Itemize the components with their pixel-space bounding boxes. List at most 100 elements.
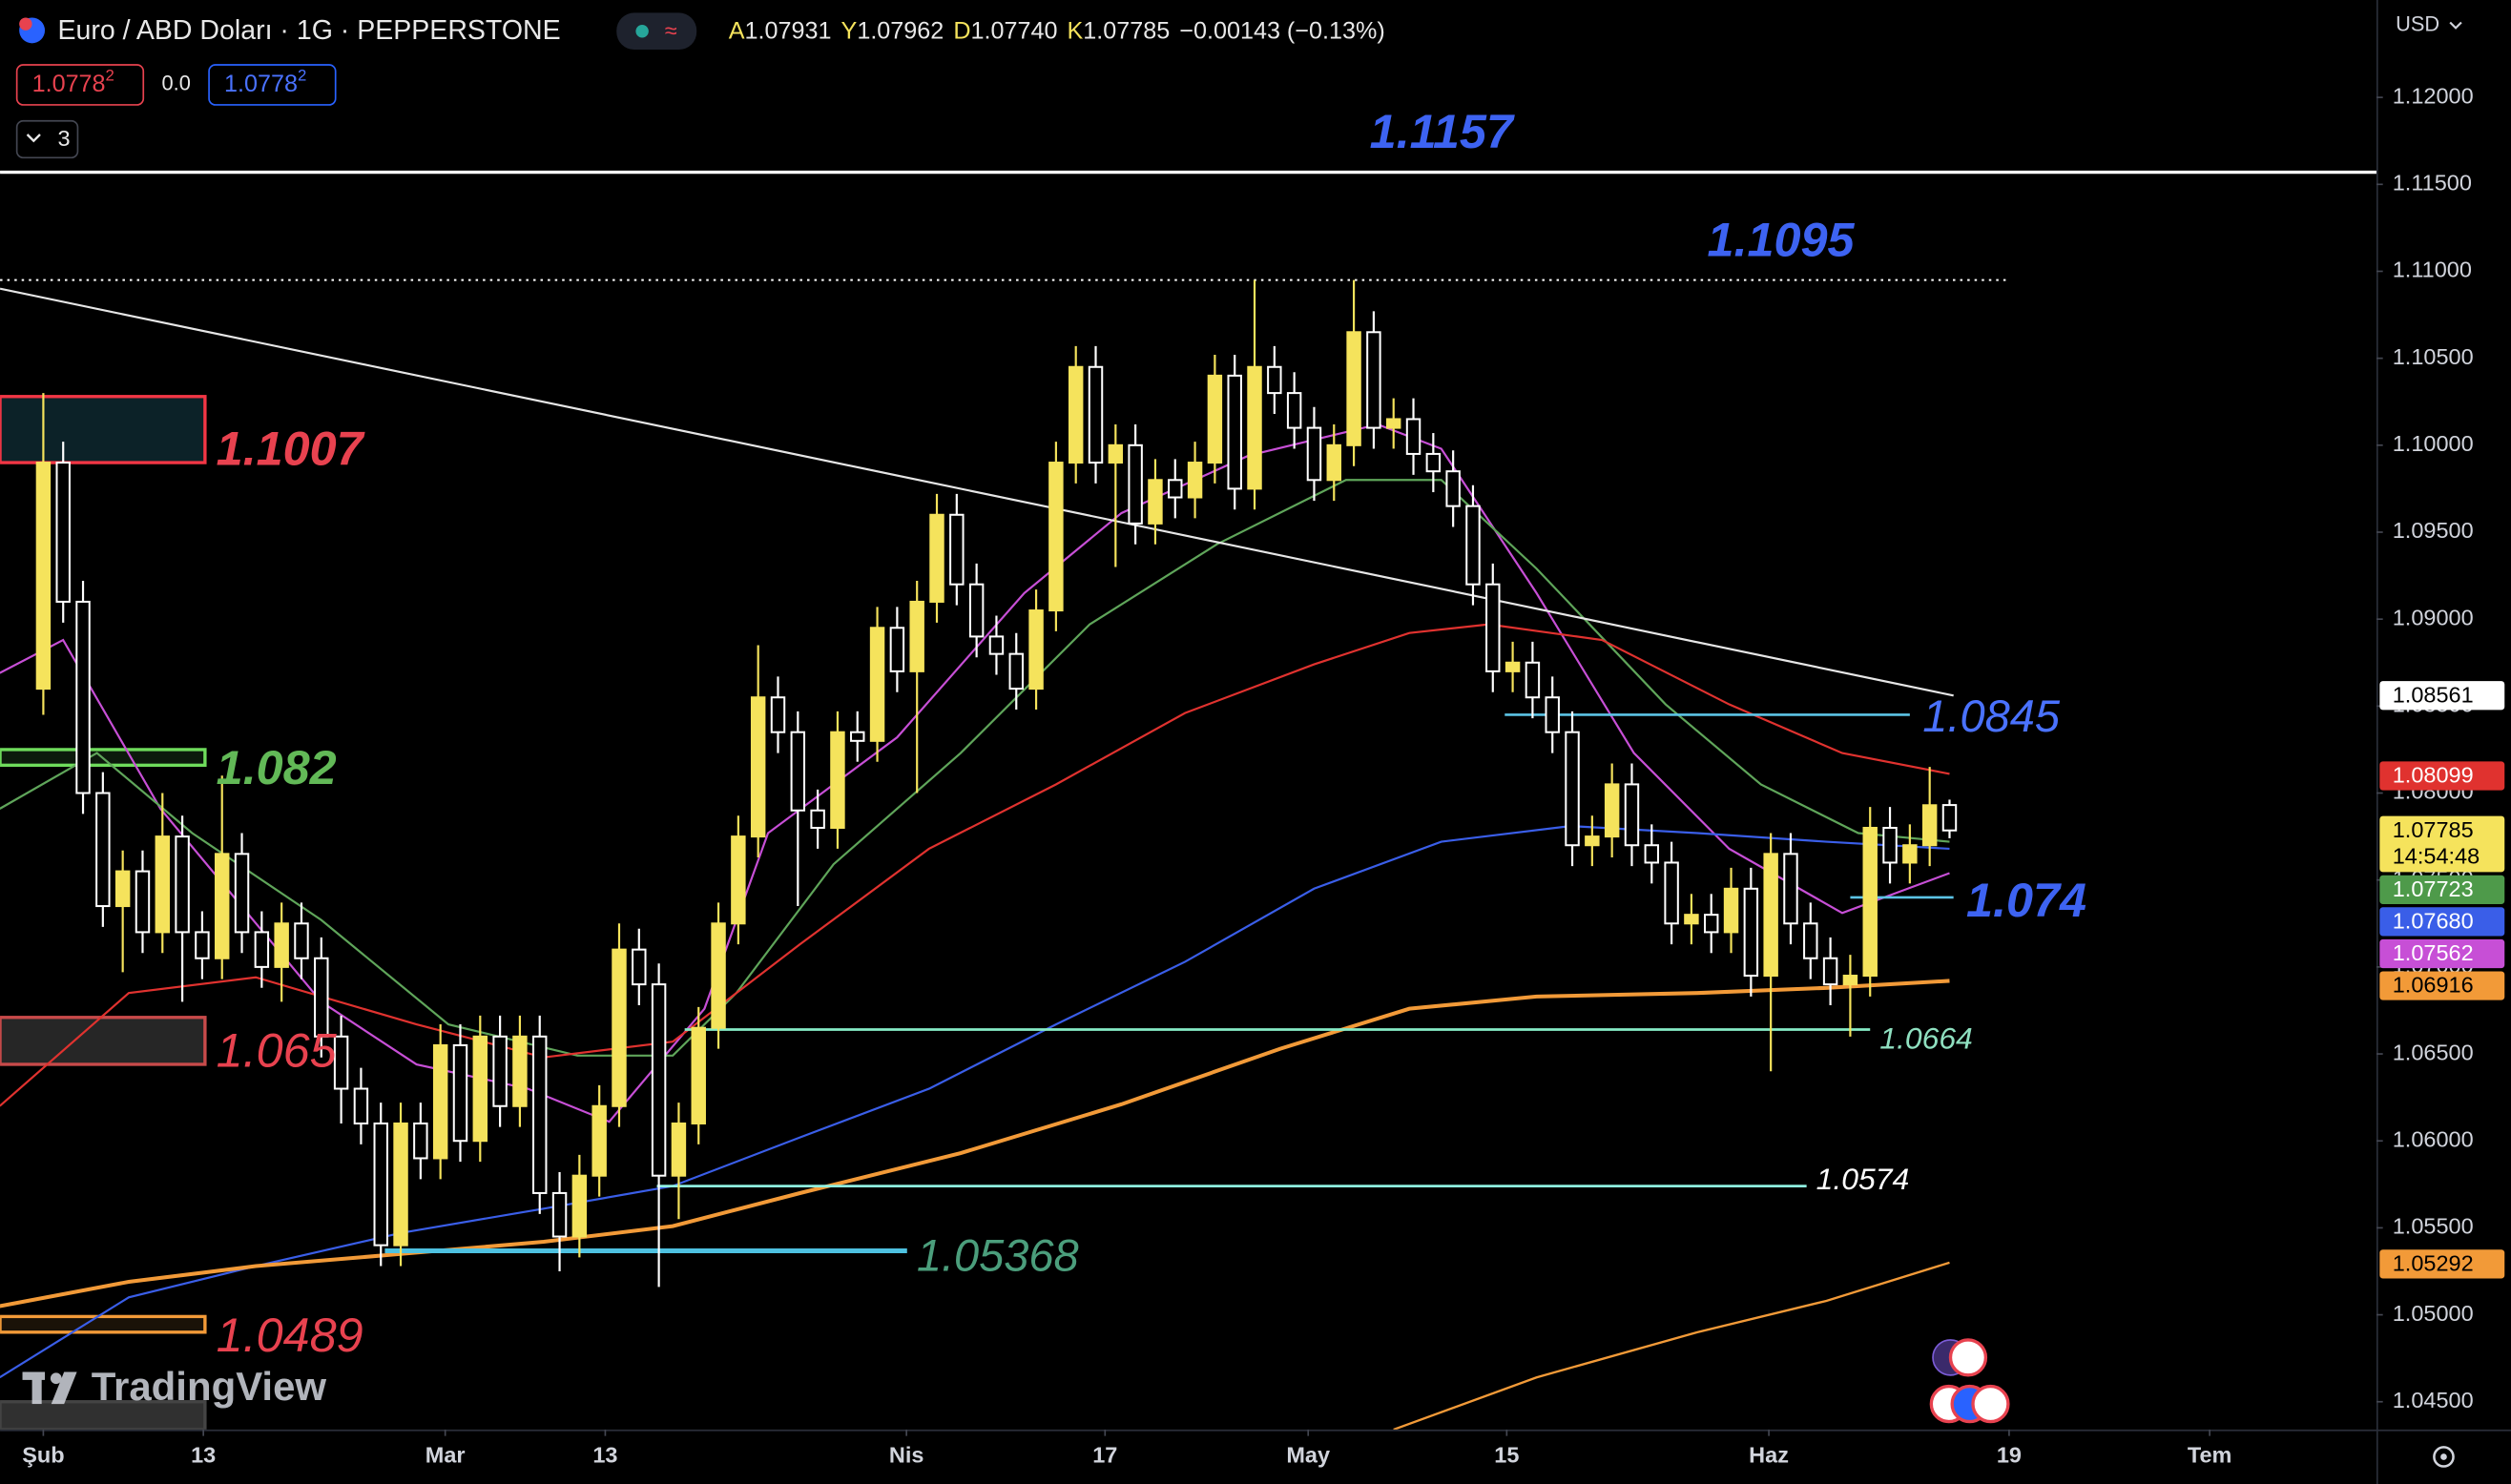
ohlc-key: A [729,17,745,44]
ohlc-value: 1.07785 [1083,17,1170,44]
level-label: 1.065 [217,1022,338,1077]
price-tag [2379,815,2505,873]
candle-body [988,635,1005,655]
zone [0,395,207,464]
price-tag-label: 1.05292 [2393,1250,2474,1275]
candle-body [1525,661,1541,699]
price-tag [2379,1249,2505,1279]
indicators-toggle[interactable] [15,119,79,159]
candle-body [1148,479,1163,525]
x-tick-label: 17 [1092,1443,1117,1468]
level-label: 1.1095 [1708,212,1856,266]
candle-body [671,1122,687,1177]
y-tick-label: 1.10000 [2393,431,2474,456]
candle-body [1385,418,1401,429]
moving-average [0,479,1950,1057]
candle-body [432,1043,448,1160]
candle-body [1168,479,1183,499]
candle-body [949,513,965,586]
status-pill[interactable] [616,12,697,51]
candle-body [612,948,627,1107]
ohlc-key: K [1068,17,1084,44]
price-tag-label: 1.07562 [2393,940,2474,965]
plot-area: 1.1157 1.1095 1.1007 1.082 1.065 1.0489 1.0845… [0,104,2376,1430]
candle-body [1425,452,1442,473]
candle-body [1227,374,1242,490]
y-tick-label: 1.09500 [2393,518,2474,543]
price-tag [2379,907,2505,937]
candle-body [790,731,806,812]
symbol-flag [19,17,32,31]
settings-button[interactable] [2433,1446,2455,1468]
sell-price-main: 1.0778 [32,71,106,97]
ohlc-key: Y [841,17,858,44]
moving-average [1393,1261,1950,1430]
candle-body [333,1035,349,1090]
candle-body [731,835,746,925]
level-label: 1.05368 [917,1229,1079,1280]
candle-body [651,983,667,1177]
candle-body [1644,844,1660,864]
candle-body [1822,957,1838,986]
sell-button[interactable] [15,64,145,106]
candle-body [750,696,766,838]
candle-body [1902,844,1918,864]
level-label: 1.074 [1966,873,2086,927]
sell-price-sup: 2 [106,67,114,85]
buy-price-sup: 2 [298,67,306,85]
candle-body [889,627,905,672]
symbol-title[interactable]: Euro / ABD Doları · 1G · PEPPERSTONE [57,15,560,46]
currency[interactable]: USD [2396,12,2439,36]
candle-body [1664,861,1679,925]
x-tick-label: 19 [1997,1443,2022,1468]
settings-button-core [2440,1453,2447,1460]
candle-body [114,870,131,908]
event-icon[interactable] [1971,1384,2010,1424]
candle-body [1088,365,1104,464]
indicator-count: 3 [57,126,70,151]
price-tag-label: 1.07785 [2393,817,2474,842]
x-tick-label: 13 [191,1443,216,1468]
countdown: 14:54:48 [2393,843,2480,868]
candle-body [234,853,250,934]
price-tag [2379,875,2505,904]
candle-body [175,835,190,934]
logo-mark [50,1372,62,1385]
candle-body [1326,443,1341,482]
candle-body [1862,826,1878,977]
candle-body [1704,914,1719,934]
candle-body [1445,470,1461,507]
candle-body [1247,365,1262,490]
buy-price: 1.07782 [224,67,306,97]
candle-body [1366,331,1381,429]
brand-text: TradingView [92,1364,327,1409]
ohlc-value: 1.07931 [745,17,832,44]
buy-button[interactable] [208,64,337,106]
y-tick-label: 1.11500 [2393,170,2472,195]
candle-body [75,600,91,794]
y-tick-label: 1.10500 [2393,344,2474,369]
candle-body [551,1191,568,1238]
ohlc-change: −0.00143 (−0.13%) [1179,17,1384,44]
zone [0,1314,207,1334]
candle-body [472,1035,488,1143]
candle-body [1842,974,1858,986]
zone [0,1400,207,1430]
candle-body [1941,804,1958,832]
candle-body [492,1035,508,1107]
event-icon[interactable] [1948,1338,1988,1377]
candle-body [830,731,845,830]
price-tag [2379,938,2505,969]
moving-average [0,623,1950,1107]
candle-body [968,583,985,638]
sell-price: 1.07782 [32,67,114,97]
candle-body [1207,374,1223,464]
y-tick-label: 1.04500 [2393,1388,2474,1412]
ohlc-key: D [953,17,970,44]
candle-body [1346,331,1361,446]
ohlc: A1.07931 Y1.07962 D1.07740 K1.07785 −0.00143… [729,17,1385,44]
candle-body [1405,418,1422,455]
header: Euro / ABD Doları · 1G · PEPPERSTONE ≈ A… [15,12,2462,159]
price-tag [2379,681,2505,711]
